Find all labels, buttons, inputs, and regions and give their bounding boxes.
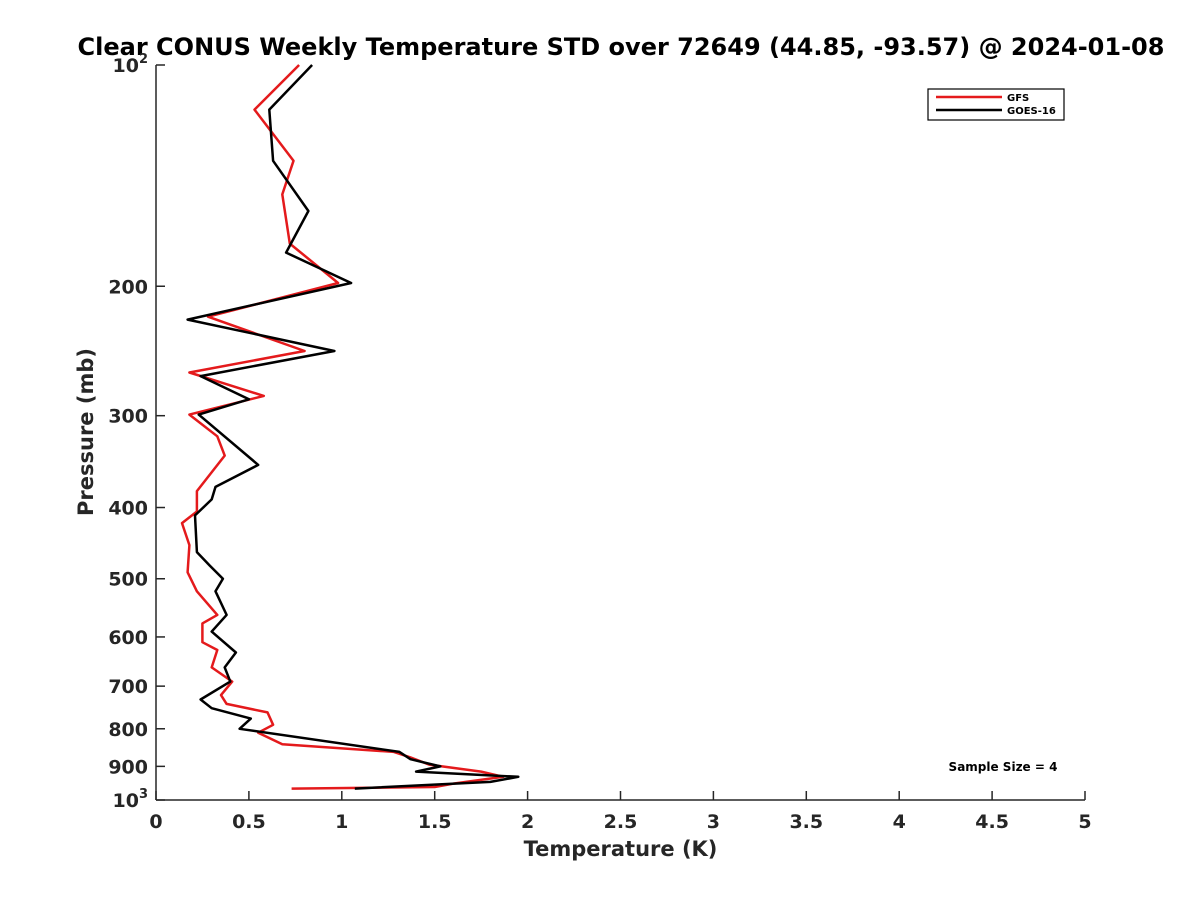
x-tick-label: 4 bbox=[893, 811, 906, 833]
x-tick-label: 2.5 bbox=[604, 811, 638, 833]
x-axis-ticks: 0 0.5 1 1.5 2 2.5 3 3.5 4 4.5 5 bbox=[149, 791, 1092, 833]
y-axis-label: Pressure (mb) bbox=[74, 348, 98, 516]
series-line-goes16 bbox=[186, 64, 520, 790]
plot-area: 0 0.5 1 1.5 2 2.5 3 3.5 4 4.5 5 102200300400500600… bbox=[108, 52, 1091, 833]
x-axis-label: Temperature (K) bbox=[524, 837, 718, 861]
y-tick-label: 900 bbox=[108, 756, 148, 778]
y-tick-label: 200 bbox=[108, 276, 148, 298]
y-tick-label: 600 bbox=[108, 627, 148, 649]
y-tick-label: 500 bbox=[108, 569, 148, 591]
x-tick-label: 3.5 bbox=[789, 811, 823, 833]
legend-label-goes16: GOES-16 bbox=[1007, 106, 1056, 117]
legend-box bbox=[927, 88, 1065, 121]
legend-label-gfs: GFS bbox=[1007, 93, 1029, 104]
x-tick-label: 0.5 bbox=[232, 811, 266, 833]
y-tick-label: 300 bbox=[108, 406, 148, 428]
y-tick-label: 700 bbox=[108, 676, 148, 698]
y-tick-label: 800 bbox=[108, 719, 148, 741]
legend: GFS GOES-16 bbox=[927, 88, 1065, 121]
x-tick-label: 1.5 bbox=[418, 811, 452, 833]
y-tick-label: 102 bbox=[113, 52, 149, 77]
x-tick-label: 4.5 bbox=[975, 811, 1009, 833]
y-tick-label: 400 bbox=[108, 498, 148, 520]
y-tick-label: 103 bbox=[113, 787, 149, 812]
x-tick-label: 0 bbox=[149, 811, 162, 833]
chart-title: Clear CONUS Weekly Temperature STD over … bbox=[78, 33, 1165, 61]
y-tick-label-exponent: 2 bbox=[139, 52, 148, 67]
x-tick-label: 1 bbox=[335, 811, 348, 833]
y-tick-label-exponent: 3 bbox=[139, 787, 148, 802]
y-tick-label-base: 10 bbox=[113, 790, 139, 812]
series-lines bbox=[180, 64, 520, 790]
x-tick-label: 5 bbox=[1078, 811, 1091, 833]
x-tick-label: 3 bbox=[707, 811, 720, 833]
y-tick-label-base: 10 bbox=[113, 55, 139, 77]
x-tick-label: 2 bbox=[521, 811, 534, 833]
sample-size-annotation: Sample Size = 4 bbox=[949, 760, 1058, 774]
